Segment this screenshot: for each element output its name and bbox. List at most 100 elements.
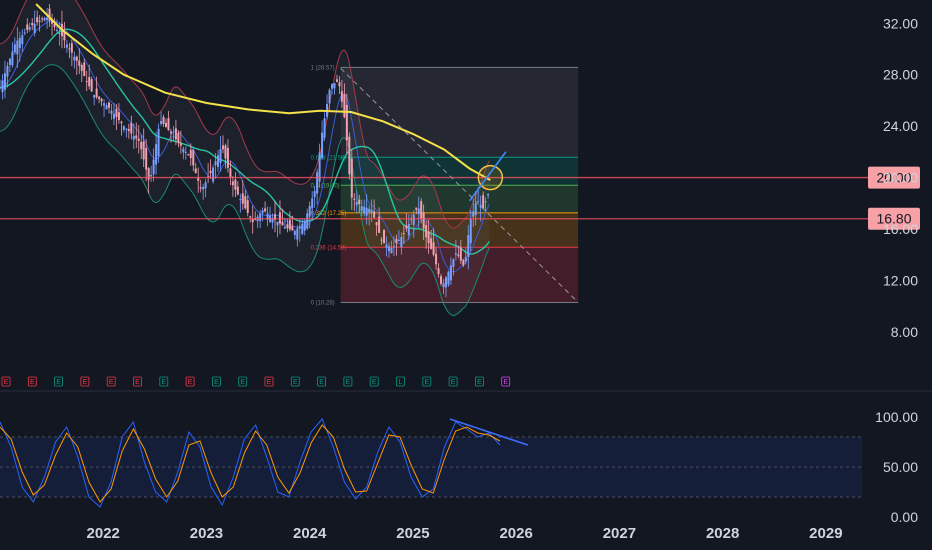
candle-body bbox=[422, 212, 425, 229]
candle-body bbox=[80, 64, 83, 71]
candle-body bbox=[226, 147, 229, 168]
candle-body bbox=[73, 56, 76, 61]
candle-body bbox=[169, 131, 172, 134]
candle-body bbox=[276, 221, 279, 226]
candle-body bbox=[202, 186, 205, 190]
x-tick-label: 2027 bbox=[603, 525, 636, 542]
candle-body bbox=[261, 210, 264, 214]
candle-body bbox=[194, 168, 197, 174]
candle-body bbox=[440, 276, 443, 284]
candle-body bbox=[26, 24, 29, 30]
candle-body bbox=[274, 214, 277, 220]
candle-body bbox=[278, 212, 281, 224]
candle-body bbox=[355, 201, 358, 206]
candle-body bbox=[348, 136, 351, 175]
candle-body bbox=[353, 198, 356, 200]
candle-body bbox=[41, 18, 44, 20]
y-tick-label: 8.00 bbox=[891, 324, 918, 340]
candle-body bbox=[298, 226, 301, 229]
candle-body bbox=[432, 242, 435, 255]
candle-body bbox=[177, 132, 180, 143]
earnings-marker bbox=[448, 376, 458, 387]
y-tick-label: 20.00 bbox=[883, 170, 918, 186]
earnings-marker-label: E bbox=[346, 379, 351, 386]
fib-level-label: 0.382 (17.25) bbox=[311, 211, 347, 217]
band-upper-line bbox=[0, 0, 490, 229]
candle-body bbox=[373, 211, 376, 218]
green-ma-line bbox=[0, 28, 490, 255]
x-tick-label: 2023 bbox=[190, 525, 223, 542]
candle-body bbox=[412, 214, 415, 225]
osc-trend-line bbox=[449, 418, 529, 446]
fib-zone bbox=[340, 67, 579, 158]
earnings-marker-label: L bbox=[399, 379, 403, 386]
candle-body bbox=[58, 33, 61, 35]
earnings-marker bbox=[185, 376, 195, 387]
candle-body bbox=[296, 228, 299, 240]
candle-body bbox=[209, 170, 212, 174]
candle-body bbox=[28, 27, 31, 30]
candle-body bbox=[236, 186, 239, 195]
earnings-marker-label: E bbox=[372, 379, 377, 386]
earnings-marker-label: E bbox=[214, 379, 219, 386]
earnings-marker bbox=[501, 376, 511, 387]
candle-body bbox=[417, 208, 420, 215]
candle-body bbox=[328, 89, 331, 104]
candle-body bbox=[246, 200, 249, 213]
candle-body bbox=[147, 168, 150, 180]
candle-body bbox=[187, 154, 190, 156]
candle-body bbox=[103, 103, 106, 106]
x-tick-label: 2028 bbox=[706, 525, 739, 542]
candle-body bbox=[68, 48, 71, 50]
candle-body bbox=[172, 136, 175, 138]
candle-body bbox=[75, 56, 78, 61]
candle-body bbox=[333, 83, 336, 89]
earnings-marker bbox=[80, 376, 90, 387]
candle-body bbox=[425, 225, 428, 238]
candle-body bbox=[392, 246, 395, 248]
candle-body bbox=[3, 73, 6, 90]
candle-body bbox=[43, 17, 46, 21]
fib-level-label: 0 (10.28) bbox=[311, 301, 335, 307]
candle-body bbox=[395, 238, 398, 244]
candle-body bbox=[184, 151, 187, 153]
candle-body bbox=[340, 91, 343, 102]
candle-body bbox=[83, 62, 86, 76]
candle-body bbox=[447, 271, 450, 285]
earnings-marker bbox=[211, 376, 221, 387]
candle-body bbox=[254, 218, 257, 220]
candle-body bbox=[0, 87, 1, 89]
candle-body bbox=[474, 203, 477, 216]
candle-body bbox=[229, 168, 232, 178]
candle-body bbox=[239, 199, 242, 201]
candle-body bbox=[467, 235, 470, 257]
candle-body bbox=[1, 80, 4, 93]
candle-body bbox=[33, 23, 36, 34]
candle-body bbox=[291, 225, 294, 231]
candle-body bbox=[100, 98, 103, 102]
candle-body bbox=[53, 23, 56, 27]
candle-body bbox=[224, 145, 227, 159]
candle-body bbox=[13, 44, 16, 53]
candle-body bbox=[21, 35, 24, 45]
fib-level-label: 0.236 (14.58) bbox=[311, 245, 347, 251]
candle-body bbox=[6, 65, 9, 77]
candle-body bbox=[308, 205, 311, 217]
candle-body bbox=[18, 37, 21, 49]
earnings-marker-label: E bbox=[267, 379, 272, 386]
osc-series-line bbox=[0, 424, 501, 503]
candle-body bbox=[407, 223, 410, 236]
candle-body bbox=[293, 230, 296, 235]
candle-body bbox=[157, 128, 160, 157]
y-tick-label: 16.00 bbox=[883, 221, 918, 237]
candle-body bbox=[174, 128, 177, 140]
earnings-marker bbox=[474, 376, 484, 387]
price-tag-label: 16.80 bbox=[876, 211, 911, 227]
candle-body bbox=[127, 129, 130, 132]
overlays: 20.00 16.80 bbox=[0, 3, 920, 303]
candle-body bbox=[311, 198, 314, 209]
candle-body bbox=[449, 265, 452, 281]
candle-body bbox=[402, 233, 405, 235]
candle-body bbox=[199, 187, 202, 189]
